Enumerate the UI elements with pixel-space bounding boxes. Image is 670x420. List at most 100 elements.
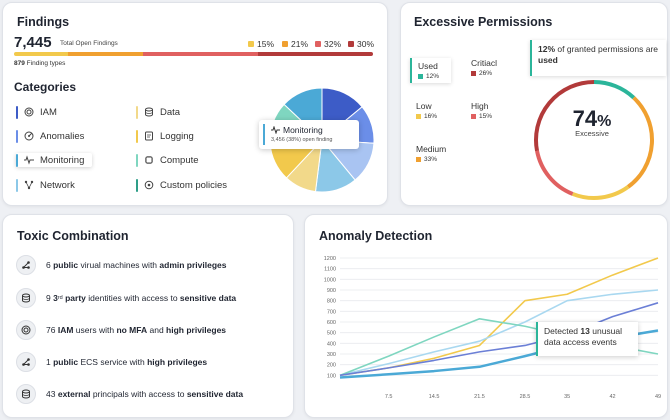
permission-swatch: [471, 71, 476, 76]
toxic-row[interactable]: 6 public virual machines with admin priv…: [16, 255, 227, 275]
category-accent: [136, 178, 138, 192]
toxic-count: 1: [46, 357, 51, 367]
category-custom-policies[interactable]: Custom policies: [136, 178, 227, 192]
gauge-segment: [571, 185, 630, 200]
x-tick-label: 49: [655, 394, 661, 400]
permission-label: Medium: [416, 144, 447, 154]
permission-high[interactable]: High 15%: [471, 101, 492, 120]
anomaly-title: Anomaly Detection: [319, 229, 433, 243]
categories-title: Categories: [14, 80, 77, 94]
x-tick-label: 42: [610, 394, 616, 400]
x-tick-label: 14.5: [429, 394, 440, 400]
legend-item: 32%: [315, 39, 341, 49]
legend-swatch: [348, 41, 354, 47]
toxic-text: virual machines with: [78, 260, 160, 270]
series-line[interactable]: [339, 289, 659, 377]
y-tick-label: 1100: [324, 267, 336, 273]
x-tick-label: 35: [564, 394, 570, 400]
legend-swatch: [282, 41, 288, 47]
permission-label: Used: [418, 61, 438, 71]
toxic-text: IAM: [57, 325, 74, 335]
toxic-title: Toxic Combination: [17, 229, 129, 243]
pulse-icon: [271, 126, 280, 134]
anomaly-annotation: Detected 13 unusual data access events: [536, 322, 638, 356]
toxic-text: public: [53, 357, 79, 367]
permissions-title: Excessive Permissions: [414, 15, 553, 29]
permission-used[interactable]: Used 12%: [410, 58, 452, 83]
severity-bar: [14, 52, 373, 56]
database-icon: [16, 288, 36, 308]
y-tick-label: 100: [327, 373, 336, 379]
fingerprint-icon: [24, 107, 34, 117]
category-label: Data: [160, 106, 181, 118]
share-icon: [16, 255, 36, 275]
toxic-text: identities with access to: [85, 293, 180, 303]
toxic-combination-card: Toxic Combination: [2, 214, 294, 418]
log-icon: [144, 131, 154, 141]
category-tooltip: Monitoring 3,456 (38%) open finding: [259, 120, 359, 149]
toxic-text: party: [62, 293, 86, 303]
category-data[interactable]: Data: [136, 105, 180, 119]
permission-swatch: [416, 157, 421, 162]
toxic-row[interactable]: 1 public ECS service with high privilege…: [16, 352, 207, 372]
toxic-row[interactable]: 76 IAM users with no MFA and high privil…: [16, 320, 226, 340]
y-tick-label: 900: [327, 288, 336, 294]
permission-medium[interactable]: Medium 33%: [416, 144, 446, 163]
toxic-text: sensitive data: [179, 293, 237, 303]
toxic-row[interactable]: 43 external principals with access to se…: [16, 384, 243, 404]
toxic-text: principals with access to: [90, 389, 187, 399]
category-network[interactable]: Network: [16, 178, 75, 192]
toxic-count: 9: [46, 293, 51, 303]
toxic-count: 76: [46, 325, 56, 335]
category-accent: [136, 153, 138, 167]
category-accent: [16, 129, 18, 143]
toxic-text: public: [53, 260, 79, 270]
category-anomalies[interactable]: Anomalies: [16, 129, 84, 143]
severity-bar-segment: [67, 52, 144, 56]
category-accent: [16, 105, 18, 119]
permission-pct: 15%: [479, 113, 493, 120]
category-label: IAM: [40, 106, 57, 118]
total-findings-count: 7,445: [14, 34, 52, 51]
category-label: Monitoring: [40, 154, 85, 166]
gauge-label: Excessive: [575, 129, 609, 138]
permission-critiacl[interactable]: Critiacl 26%: [471, 58, 497, 77]
category-iam[interactable]: IAM: [16, 105, 57, 119]
permission-low[interactable]: Low 16%: [416, 101, 437, 120]
category-accent: [16, 178, 18, 192]
y-tick-label: 1000: [324, 277, 336, 283]
legend-pct: 21%: [291, 39, 309, 49]
radar-icon: [24, 131, 34, 141]
tooltip-sub: 3,456 (38%) open finding: [271, 137, 333, 143]
category-accent: [136, 105, 138, 119]
category-accent: [136, 129, 138, 143]
severity-bar-segment: [143, 52, 259, 56]
category-monitoring[interactable]: Monitoring: [16, 153, 93, 167]
toxic-text: rd: [57, 295, 63, 301]
toxic-text: ECS service with: [78, 357, 148, 367]
database-icon: [16, 384, 36, 404]
toxic-text: users with: [73, 325, 117, 335]
category-logging[interactable]: Logging: [136, 129, 194, 143]
x-tick-label: 28.5: [520, 394, 531, 400]
toxic-text: external: [57, 389, 91, 399]
toxic-text: high privileges: [147, 357, 208, 367]
permission-swatch: [416, 114, 421, 119]
fingerprint-icon: [16, 320, 36, 340]
policy-icon: [144, 180, 154, 190]
permission-pct: 26%: [479, 70, 493, 77]
series-line[interactable]: [339, 302, 659, 377]
permission-label: Low: [416, 101, 432, 111]
permission-label: High: [471, 101, 489, 111]
permissions-note: 12% of granted permissions are used: [530, 40, 666, 76]
findings-title: Findings: [17, 15, 70, 29]
category-label: Custom policies: [160, 179, 228, 191]
series-line[interactable]: [339, 257, 659, 377]
category-compute[interactable]: Compute: [136, 153, 199, 167]
gauge-segment: [534, 80, 595, 152]
y-tick-label: 300: [327, 352, 336, 358]
toxic-text: no MFA: [116, 325, 148, 335]
tooltip-title: Monitoring: [283, 125, 323, 135]
category-label: Network: [40, 179, 75, 191]
